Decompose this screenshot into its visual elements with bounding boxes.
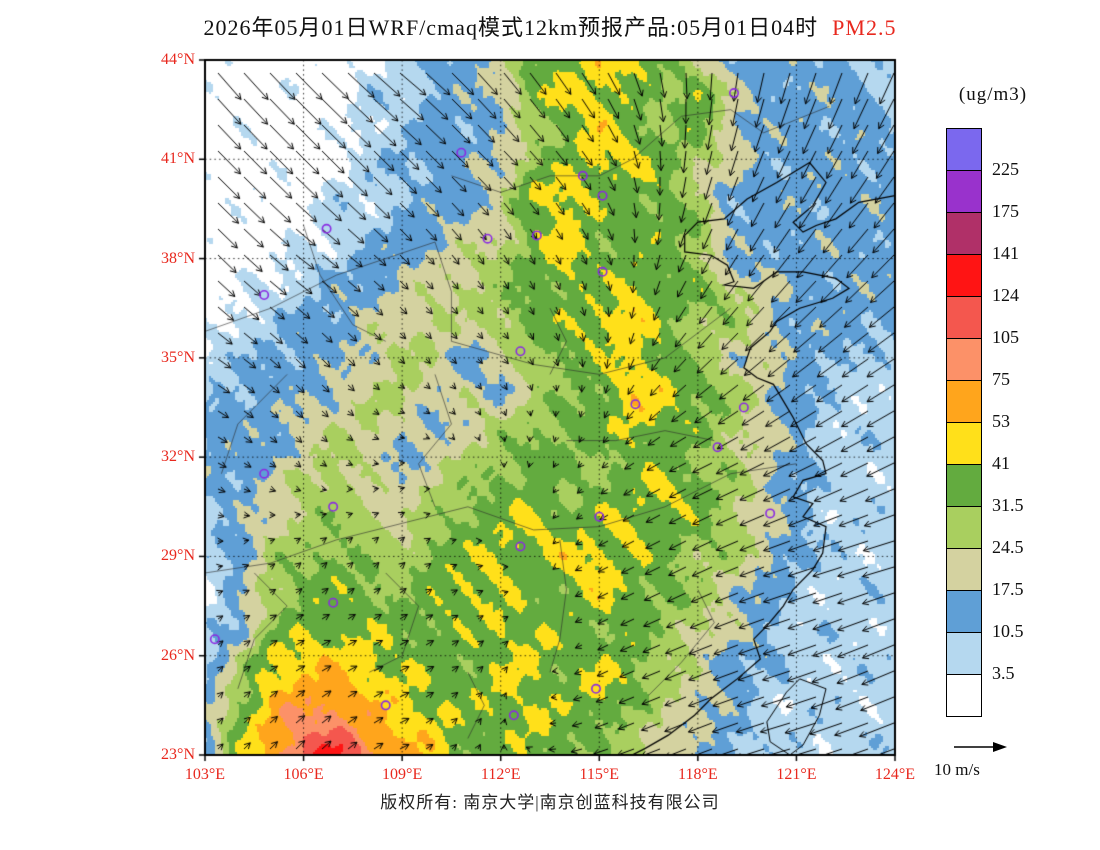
legend-units-label: (ug/m3) [958, 84, 1028, 105]
legend-color-box [946, 296, 982, 339]
lat-axis-label: 26°N [161, 646, 195, 664]
chart-title: 2026年05月01日WRF/cmaq模式12km预报产品:05月01日04时 P… [0, 10, 1100, 42]
legend-color-box [946, 338, 982, 381]
legend-boundary-label: 10.5 [992, 621, 1024, 641]
lat-axis-label: 41°N [161, 150, 195, 168]
legend-color-box [946, 632, 982, 675]
legend-boundary-label: 31.5 [992, 495, 1024, 515]
legend-color-box [946, 254, 982, 297]
legend-boundary-label: 17.5 [992, 579, 1024, 599]
color-legend: 225 175 141 124 105 75 53 41 31.5 24.5 17.5 10.5 3.5 [946, 128, 1066, 720]
legend-color-box [946, 548, 982, 591]
lon-axis-label: 124°E [874, 766, 916, 783]
legend-boundary-label: 24.5 [992, 537, 1024, 557]
lon-axis-label: 115°E [579, 766, 620, 783]
pm25-concentration-map [195, 50, 905, 765]
legend-color-box [946, 170, 982, 213]
lon-axis-label: 106°E [283, 766, 324, 783]
lon-axis-label: 112°E [480, 766, 521, 783]
legend-boundary-label: 53 [992, 411, 1010, 431]
wind-scale-label: 10 m/s [934, 760, 980, 779]
chart-title-text: 2026年05月01日WRF/cmaq模式12km预报产品:05月01日04时 [203, 15, 819, 40]
lat-axis-label: 38°N [161, 249, 195, 267]
chart-title-pollutant: PM2.5 [832, 15, 897, 40]
legend-boundary-label: 3.5 [992, 663, 1015, 683]
lat-axis-label: 23°N [161, 746, 195, 763]
legend-boundary-label: 175 [992, 201, 1019, 221]
legend-color-box [946, 422, 982, 465]
legend-color-box [946, 506, 982, 549]
lat-axis-label: 29°N [161, 547, 195, 565]
legend-color-box [946, 380, 982, 423]
legend-boundary-label: 141 [992, 243, 1019, 263]
lon-axis-label: 103°E [184, 766, 226, 783]
legend-color-box [946, 464, 982, 507]
legend-color-box [946, 674, 982, 717]
legend-boundary-label: 75 [992, 369, 1010, 389]
legend-boundary-label: 41 [992, 453, 1010, 473]
lon-axis-label: 118°E [678, 766, 718, 783]
legend-boundary-label: 124 [992, 285, 1019, 305]
lat-axis-label: 35°N [161, 348, 195, 366]
wind-scale-arrow-icon [954, 742, 1007, 752]
lon-axis-label: 109°E [382, 766, 423, 783]
legend-color-box [946, 212, 982, 255]
lat-axis-label: 32°N [161, 448, 195, 466]
legend-boundary-label: 105 [992, 327, 1019, 347]
legend-color-box [946, 590, 982, 633]
lat-axis-label: 44°N [161, 51, 195, 68]
copyright-footer: 版权所有: 南京大学|南京创蓝科技有限公司 [380, 793, 720, 812]
legend-boundary-label: 225 [992, 159, 1019, 179]
wind-scale: 10 m/s [934, 742, 1007, 779]
legend-color-box [946, 128, 982, 171]
lon-axis-label: 121°E [776, 766, 817, 783]
